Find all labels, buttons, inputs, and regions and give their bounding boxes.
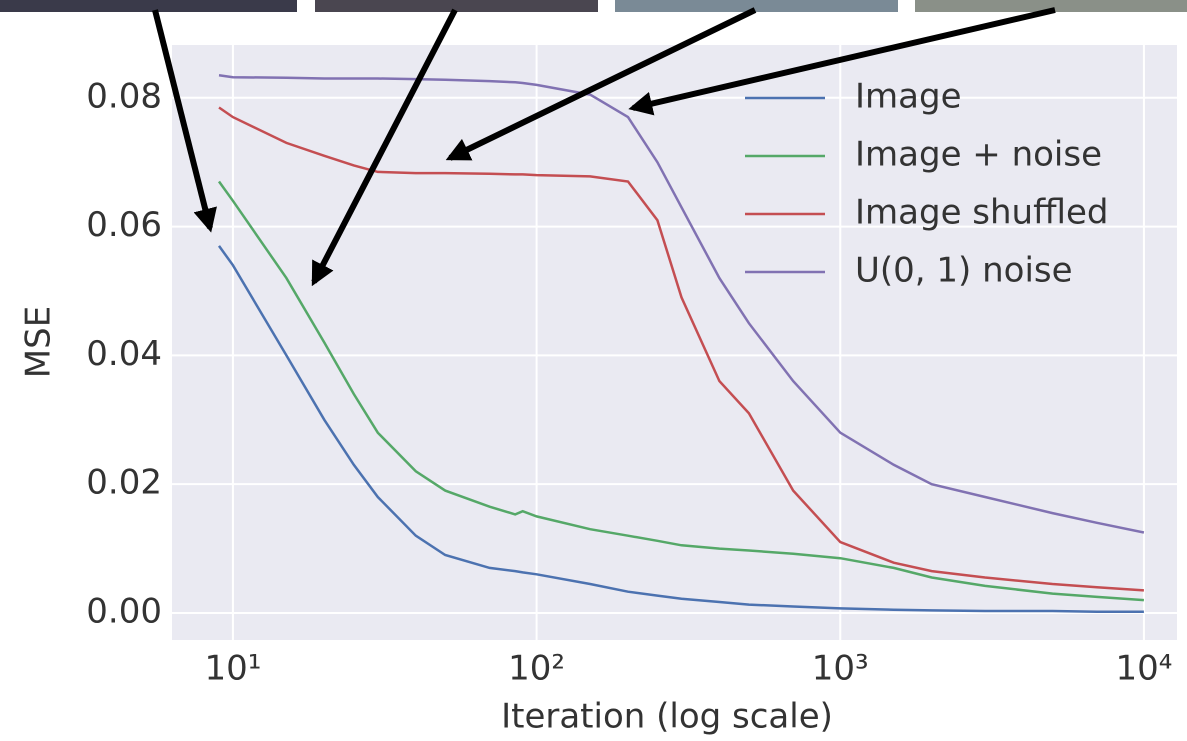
legend: Image Image + noise Image shuffled U(0, 1) … bbox=[745, 77, 1108, 291]
x-axis-label: Iteration (log scale) bbox=[501, 697, 833, 737]
y-axis-label: MSE bbox=[19, 306, 59, 378]
series-line bbox=[217, 245, 1144, 613]
legend-label: Image shuffled bbox=[855, 193, 1108, 233]
lines bbox=[217, 74, 1145, 613]
series-line bbox=[218, 106, 1144, 592]
arrow bbox=[152, 9, 217, 233]
x-tick-label: 10¹ bbox=[204, 649, 261, 689]
y-tick-label: 0.04 bbox=[86, 334, 162, 374]
series-line bbox=[217, 180, 1144, 602]
thumbnail bbox=[0, 0, 297, 12]
thumbnail bbox=[615, 0, 898, 12]
plot-area bbox=[172, 45, 1177, 640]
x-tick-label: 10³ bbox=[812, 649, 869, 689]
y-tick-label: 0.06 bbox=[86, 205, 162, 245]
arrow bbox=[628, 7, 1056, 116]
y-tick-label: 0.00 bbox=[86, 591, 162, 631]
arrow bbox=[311, 8, 458, 287]
thumbnail bbox=[315, 0, 598, 12]
y-tick-label: 0.02 bbox=[86, 463, 162, 503]
x-tick-label: 10⁴ bbox=[1115, 649, 1172, 689]
legend-label: Image bbox=[855, 77, 961, 117]
thumbnails bbox=[0, 0, 1187, 12]
arrow bbox=[445, 7, 757, 161]
thumbnail bbox=[915, 0, 1187, 12]
legend-label: U(0, 1) noise bbox=[855, 251, 1073, 291]
y-tick-label: 0.08 bbox=[86, 76, 162, 116]
arrows bbox=[152, 7, 1056, 287]
series-line bbox=[218, 74, 1145, 534]
x-tick-label: 10² bbox=[508, 649, 565, 689]
legend-label: Image + noise bbox=[855, 135, 1102, 175]
